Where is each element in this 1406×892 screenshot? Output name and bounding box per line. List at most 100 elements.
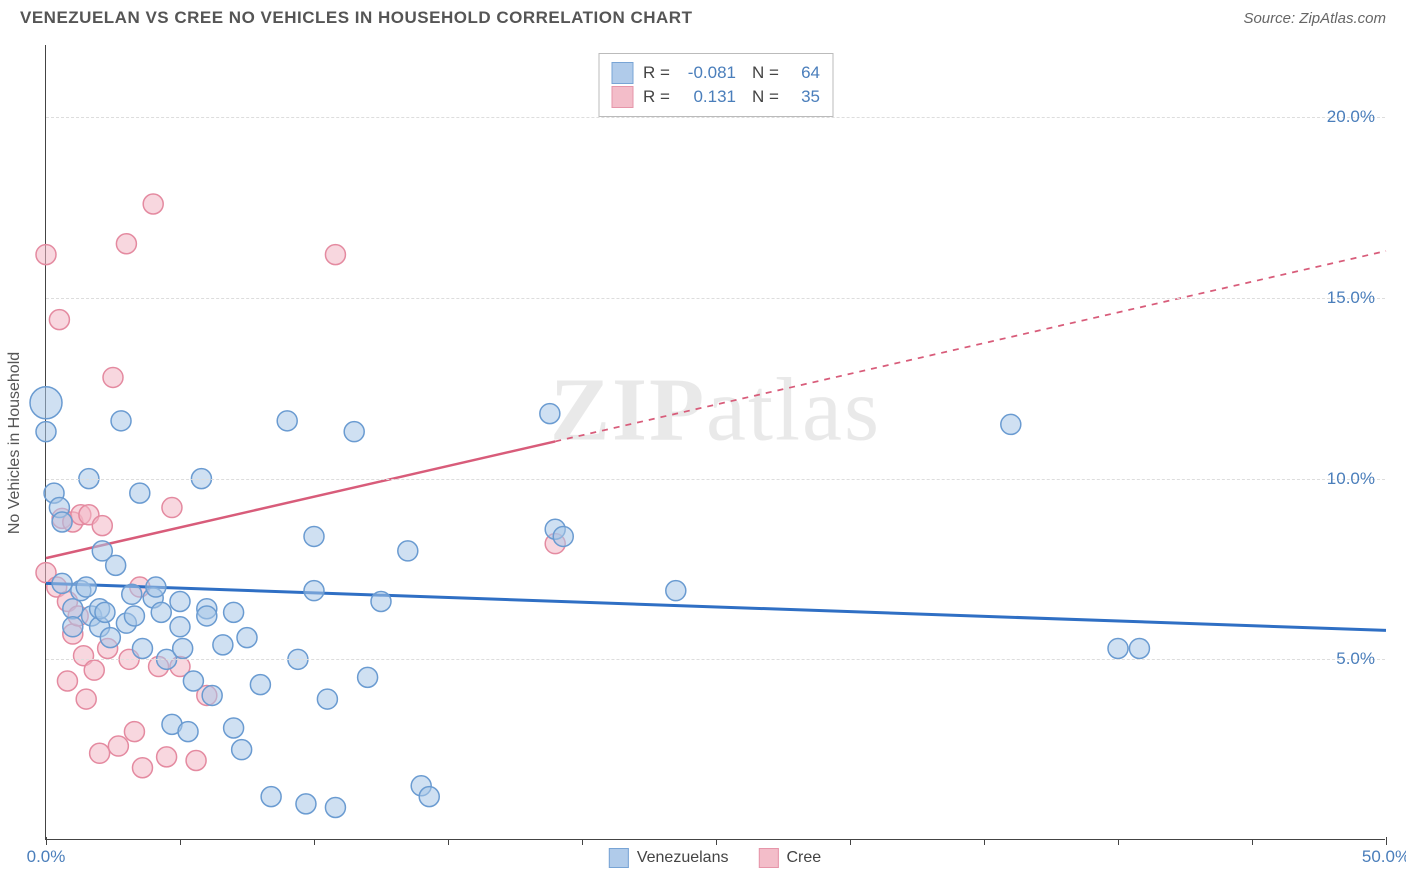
x-tick-mark <box>314 839 315 845</box>
data-point-cree <box>124 722 144 742</box>
x-tick-mark <box>1252 839 1253 845</box>
swatch-venezuelans <box>609 848 629 868</box>
x-tick-mark <box>984 839 985 845</box>
x-tick-mark <box>850 839 851 845</box>
data-point-venezuelans <box>106 555 126 575</box>
y-tick-label: 10.0% <box>1327 469 1375 489</box>
x-tick-mark <box>1386 837 1387 845</box>
x-tick-mark <box>716 839 717 845</box>
r-label: R = <box>643 87 671 107</box>
x-tick-mark <box>46 837 47 845</box>
data-point-venezuelans <box>111 411 131 431</box>
data-point-venezuelans <box>202 685 222 705</box>
y-tick-label: 20.0% <box>1327 107 1375 127</box>
n-value-venezuelans: 64 <box>790 63 820 83</box>
data-point-cree <box>108 736 128 756</box>
data-point-venezuelans <box>95 602 115 622</box>
data-point-venezuelans <box>398 541 418 561</box>
data-point-cree <box>103 367 123 387</box>
data-point-venezuelans <box>304 526 324 546</box>
data-point-venezuelans <box>317 689 337 709</box>
x-tick-mark <box>582 839 583 845</box>
data-point-cree <box>143 194 163 214</box>
data-point-venezuelans <box>277 411 297 431</box>
data-point-venezuelans <box>304 581 324 601</box>
data-point-venezuelans <box>151 602 171 622</box>
data-point-venezuelans <box>76 577 96 597</box>
r-label: R = <box>643 63 671 83</box>
data-point-venezuelans <box>100 628 120 648</box>
data-point-venezuelans <box>124 606 144 626</box>
data-point-venezuelans <box>540 404 560 424</box>
n-label: N = <box>752 63 780 83</box>
gridline <box>46 298 1385 299</box>
data-point-cree <box>162 498 182 518</box>
n-value-cree: 35 <box>790 87 820 107</box>
data-point-venezuelans <box>130 483 150 503</box>
legend-series: Venezuelans Cree <box>609 848 821 868</box>
y-tick-label: 15.0% <box>1327 288 1375 308</box>
chart-title: VENEZUELAN VS CREE NO VEHICLES IN HOUSEH… <box>20 8 692 28</box>
data-point-cree <box>116 234 136 254</box>
legend-stats-row-cree: R = 0.131 N = 35 <box>611 86 820 108</box>
data-point-venezuelans <box>553 526 573 546</box>
legend-item-cree: Cree <box>758 848 821 868</box>
swatch-venezuelans <box>611 62 633 84</box>
n-label: N = <box>752 87 780 107</box>
data-point-venezuelans <box>170 592 190 612</box>
data-point-cree <box>49 310 69 330</box>
data-point-cree <box>92 516 112 536</box>
data-point-venezuelans <box>1129 638 1149 658</box>
data-point-venezuelans <box>122 584 142 604</box>
x-tick-mark <box>448 839 449 845</box>
gridline <box>46 659 1385 660</box>
gridline <box>46 117 1385 118</box>
legend-stats: R = -0.081 N = 64 R = 0.131 N = 35 <box>598 53 833 117</box>
data-point-cree <box>57 671 77 691</box>
r-value-cree: 0.131 <box>681 87 736 107</box>
data-point-cree <box>84 660 104 680</box>
legend-label-cree: Cree <box>786 849 821 867</box>
data-point-venezuelans <box>224 718 244 738</box>
data-point-venezuelans <box>325 797 345 817</box>
r-value-venezuelans: -0.081 <box>681 63 736 83</box>
data-point-venezuelans <box>170 617 190 637</box>
data-point-venezuelans <box>296 794 316 814</box>
data-point-venezuelans <box>213 635 233 655</box>
data-point-venezuelans <box>63 617 83 637</box>
data-point-venezuelans <box>30 387 62 419</box>
legend-label-venezuelans: Venezuelans <box>637 849 729 867</box>
y-tick-label: 5.0% <box>1336 649 1375 669</box>
trendline-cree <box>46 441 555 558</box>
data-point-cree <box>325 245 345 265</box>
data-point-cree <box>132 758 152 778</box>
plot-svg <box>46 45 1385 839</box>
swatch-cree <box>758 848 778 868</box>
legend-item-venezuelans: Venezuelans <box>609 848 729 868</box>
legend-stats-row-venezuelans: R = -0.081 N = 64 <box>611 62 820 84</box>
chart-container: No Vehicles in Household ZIPatlas R = -0… <box>45 45 1385 840</box>
data-point-cree <box>76 689 96 709</box>
data-point-cree <box>157 747 177 767</box>
x-tick-mark <box>180 839 181 845</box>
data-point-venezuelans <box>419 787 439 807</box>
data-point-venezuelans <box>344 422 364 442</box>
trendline-cree-dashed <box>555 251 1386 441</box>
y-axis-label: No Vehicles in Household <box>6 351 24 533</box>
data-point-venezuelans <box>63 599 83 619</box>
data-point-venezuelans <box>237 628 257 648</box>
data-point-venezuelans <box>52 573 72 593</box>
data-point-venezuelans <box>358 667 378 687</box>
data-point-cree <box>90 743 110 763</box>
data-point-venezuelans <box>1108 638 1128 658</box>
data-point-venezuelans <box>146 577 166 597</box>
data-point-venezuelans <box>371 592 391 612</box>
data-point-venezuelans <box>178 722 198 742</box>
data-point-cree <box>36 245 56 265</box>
data-point-venezuelans <box>1001 414 1021 434</box>
data-point-venezuelans <box>232 740 252 760</box>
source-attribution: Source: ZipAtlas.com <box>1243 10 1386 27</box>
data-point-venezuelans <box>666 581 686 601</box>
trendline-venezuelans <box>46 583 1386 630</box>
x-tick-mark <box>1118 839 1119 845</box>
